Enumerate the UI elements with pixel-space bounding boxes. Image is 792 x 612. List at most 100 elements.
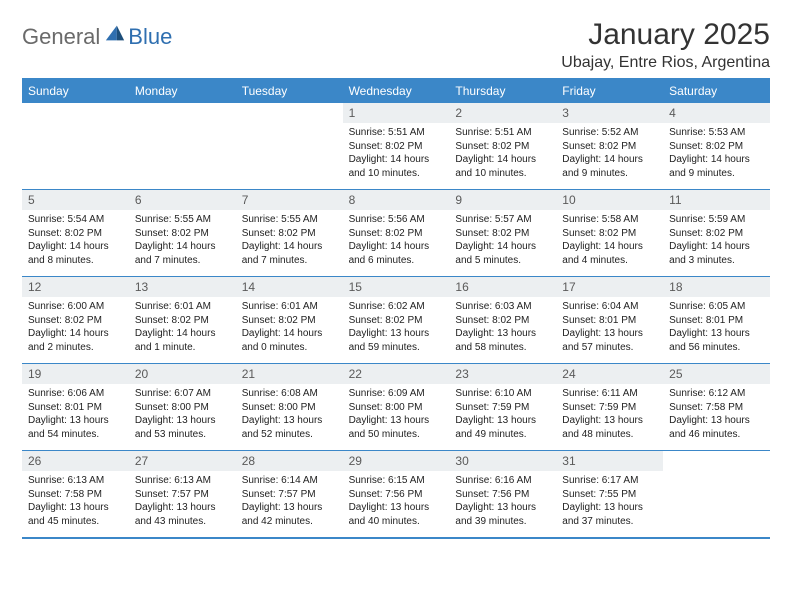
day-number: 19 — [22, 364, 129, 384]
daylight-line: Daylight: 13 hours and 39 minutes. — [455, 501, 550, 528]
sunset-line: Sunset: 8:01 PM — [562, 314, 657, 328]
day-number: 2 — [449, 103, 556, 123]
sunset-line: Sunset: 8:02 PM — [28, 227, 123, 241]
day-cell-empty: . — [236, 103, 343, 189]
sunset-line: Sunset: 7:58 PM — [28, 488, 123, 502]
daylight-line: Daylight: 14 hours and 10 minutes. — [349, 153, 444, 180]
sunset-line: Sunset: 8:02 PM — [455, 314, 550, 328]
brand-part1: General — [22, 24, 100, 50]
weeks-container: ...1Sunrise: 5:51 AMSunset: 8:02 PMDayli… — [22, 102, 770, 537]
brand-triangle-icon — [104, 22, 126, 44]
sunrise-line: Sunrise: 5:51 AM — [349, 126, 444, 140]
day-details: Sunrise: 5:57 AMSunset: 8:02 PMDaylight:… — [449, 210, 556, 272]
day-details: Sunrise: 5:51 AMSunset: 8:02 PMDaylight:… — [343, 123, 450, 185]
sunrise-line: Sunrise: 5:54 AM — [28, 213, 123, 227]
sunset-line: Sunset: 8:02 PM — [455, 227, 550, 241]
day-number: 29 — [343, 451, 450, 471]
location-label: Ubajay, Entre Rios, Argentina — [561, 54, 770, 72]
day-number: 8 — [343, 190, 450, 210]
day-details: Sunrise: 6:15 AMSunset: 7:56 PMDaylight:… — [343, 471, 450, 533]
sunset-line: Sunset: 8:02 PM — [349, 314, 444, 328]
day-cell: 12Sunrise: 6:00 AMSunset: 8:02 PMDayligh… — [22, 277, 129, 363]
day-number: 11 — [663, 190, 770, 210]
sunrise-line: Sunrise: 6:03 AM — [455, 300, 550, 314]
day-cell-empty: . — [22, 103, 129, 189]
dow-cell: Friday — [556, 80, 663, 102]
day-cell: 5Sunrise: 5:54 AMSunset: 8:02 PMDaylight… — [22, 190, 129, 276]
sunset-line: Sunset: 7:57 PM — [135, 488, 230, 502]
calendar-grid: SundayMondayTuesdayWednesdayThursdayFrid… — [22, 78, 770, 539]
sunrise-line: Sunrise: 6:12 AM — [669, 387, 764, 401]
sunrise-line: Sunrise: 5:51 AM — [455, 126, 550, 140]
day-details: Sunrise: 5:54 AMSunset: 8:02 PMDaylight:… — [22, 210, 129, 272]
day-number: 30 — [449, 451, 556, 471]
sunrise-line: Sunrise: 5:56 AM — [349, 213, 444, 227]
daylight-line: Daylight: 14 hours and 7 minutes. — [242, 240, 337, 267]
day-details: Sunrise: 6:17 AMSunset: 7:55 PMDaylight:… — [556, 471, 663, 533]
sunset-line: Sunset: 8:02 PM — [562, 227, 657, 241]
day-cell: 25Sunrise: 6:12 AMSunset: 7:58 PMDayligh… — [663, 364, 770, 450]
day-number: 17 — [556, 277, 663, 297]
day-number: 26 — [22, 451, 129, 471]
day-number: 22 — [343, 364, 450, 384]
daylight-line: Daylight: 13 hours and 57 minutes. — [562, 327, 657, 354]
day-cell: 19Sunrise: 6:06 AMSunset: 8:01 PMDayligh… — [22, 364, 129, 450]
day-cell: 29Sunrise: 6:15 AMSunset: 7:56 PMDayligh… — [343, 451, 450, 537]
sunrise-line: Sunrise: 6:17 AM — [562, 474, 657, 488]
daylight-line: Daylight: 14 hours and 1 minute. — [135, 327, 230, 354]
sunrise-line: Sunrise: 6:07 AM — [135, 387, 230, 401]
sunrise-line: Sunrise: 5:57 AM — [455, 213, 550, 227]
day-cell: 7Sunrise: 5:55 AMSunset: 8:02 PMDaylight… — [236, 190, 343, 276]
day-cell: 10 Sunrise: 5:58 AMSunset: 8:02 PMDayligh… — [556, 190, 663, 276]
sunrise-line: Sunrise: 6:10 AM — [455, 387, 550, 401]
sunset-line: Sunset: 8:01 PM — [669, 314, 764, 328]
sunrise-line: Sunrise: 6:13 AM — [28, 474, 123, 488]
brand-logo: General Blue — [22, 22, 172, 52]
daylight-line: Daylight: 14 hours and 6 minutes. — [349, 240, 444, 267]
day-number: 1 — [343, 103, 450, 123]
calendar-page: General Blue January 2025 Ubajay, Entre … — [0, 0, 792, 549]
day-number: 31 — [556, 451, 663, 471]
day-number: 25 — [663, 364, 770, 384]
daylight-line: Daylight: 14 hours and 5 minutes. — [455, 240, 550, 267]
day-number: 28 — [236, 451, 343, 471]
day-cell: 26Sunrise: 6:13 AMSunset: 7:58 PMDayligh… — [22, 451, 129, 537]
daylight-line: Daylight: 13 hours and 53 minutes. — [135, 414, 230, 441]
sunrise-line: Sunrise: 6:05 AM — [669, 300, 764, 314]
day-cell: 15Sunrise: 6:02 AMSunset: 8:02 PMDayligh… — [343, 277, 450, 363]
daylight-line: Daylight: 13 hours and 42 minutes. — [242, 501, 337, 528]
day-number: 7 — [236, 190, 343, 210]
day-of-week-header: SundayMondayTuesdayWednesdayThursdayFrid… — [22, 80, 770, 102]
daylight-line: Daylight: 14 hours and 7 minutes. — [135, 240, 230, 267]
sunset-line: Sunset: 8:02 PM — [135, 314, 230, 328]
day-cell: 16Sunrise: 6:03 AMSunset: 8:02 PMDayligh… — [449, 277, 556, 363]
day-number: 18 — [663, 277, 770, 297]
daylight-line: Daylight: 13 hours and 37 minutes. — [562, 501, 657, 528]
title-block: January 2025 Ubajay, Entre Rios, Argenti… — [561, 18, 770, 72]
dow-cell: Saturday — [663, 80, 770, 102]
sunrise-line: Sunrise: 5:52 AM — [562, 126, 657, 140]
daylight-line: Daylight: 14 hours and 4 minutes. — [562, 240, 657, 267]
week-row: ...1Sunrise: 5:51 AMSunset: 8:02 PMDayli… — [22, 102, 770, 189]
daylight-line: Daylight: 14 hours and 0 minutes. — [242, 327, 337, 354]
day-details: Sunrise: 5:55 AMSunset: 8:02 PMDaylight:… — [236, 210, 343, 272]
sunrise-line: Sunrise: 6:13 AM — [135, 474, 230, 488]
day-number: 10 — [556, 190, 663, 210]
day-cell: 9Sunrise: 5:57 AMSunset: 8:02 PMDaylight… — [449, 190, 556, 276]
day-details: Sunrise: 5:59 AMSunset: 8:02 PMDaylight:… — [663, 210, 770, 272]
day-cell: 20Sunrise: 6:07 AMSunset: 8:00 PMDayligh… — [129, 364, 236, 450]
day-details: Sunrise: 6:08 AMSunset: 8:00 PMDaylight:… — [236, 384, 343, 446]
day-cell: 31Sunrise: 6:17 AMSunset: 7:55 PMDayligh… — [556, 451, 663, 537]
sunset-line: Sunset: 7:59 PM — [562, 401, 657, 415]
day-details: Sunrise: 6:06 AMSunset: 8:01 PMDaylight:… — [22, 384, 129, 446]
day-details: Sunrise: 6:11 AMSunset: 7:59 PMDaylight:… — [556, 384, 663, 446]
day-cell: 8Sunrise: 5:56 AMSunset: 8:02 PMDaylight… — [343, 190, 450, 276]
sunrise-line: Sunrise: 5:58 AM — [562, 213, 657, 227]
day-number: 4 — [663, 103, 770, 123]
day-number: 13 — [129, 277, 236, 297]
header: General Blue January 2025 Ubajay, Entre … — [22, 18, 770, 72]
day-cell-empty: . — [129, 103, 236, 189]
day-details: Sunrise: 6:02 AMSunset: 8:02 PMDaylight:… — [343, 297, 450, 359]
sunset-line: Sunset: 8:00 PM — [242, 401, 337, 415]
sunset-line: Sunset: 8:02 PM — [242, 314, 337, 328]
